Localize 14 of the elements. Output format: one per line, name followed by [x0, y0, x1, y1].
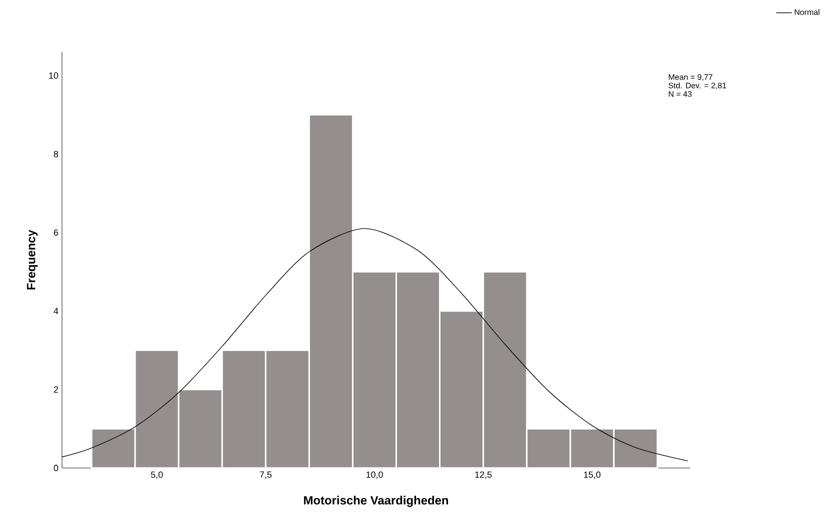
- y-tick-label: 10: [49, 72, 58, 79]
- x-tick-label: 10,0: [366, 472, 383, 479]
- y-tick-label: 6: [54, 229, 58, 236]
- x-tick-label: 12,5: [475, 472, 492, 479]
- y-axis-title: Frequency: [26, 230, 38, 290]
- y-tick-label: 8: [54, 150, 58, 158]
- x-axis-title: Motorische Vaardigheden: [304, 496, 448, 507]
- x-tick-label: 15,0: [584, 472, 600, 479]
- y-tick-label: 2: [54, 386, 58, 393]
- x-tick-label: 7,5: [260, 472, 272, 479]
- y-tick-label: 4: [54, 308, 58, 314]
- line-series: [62, 228, 688, 462]
- y-tick-label: 0: [54, 464, 58, 472]
- x-tick-label: 5,0: [151, 472, 163, 479]
